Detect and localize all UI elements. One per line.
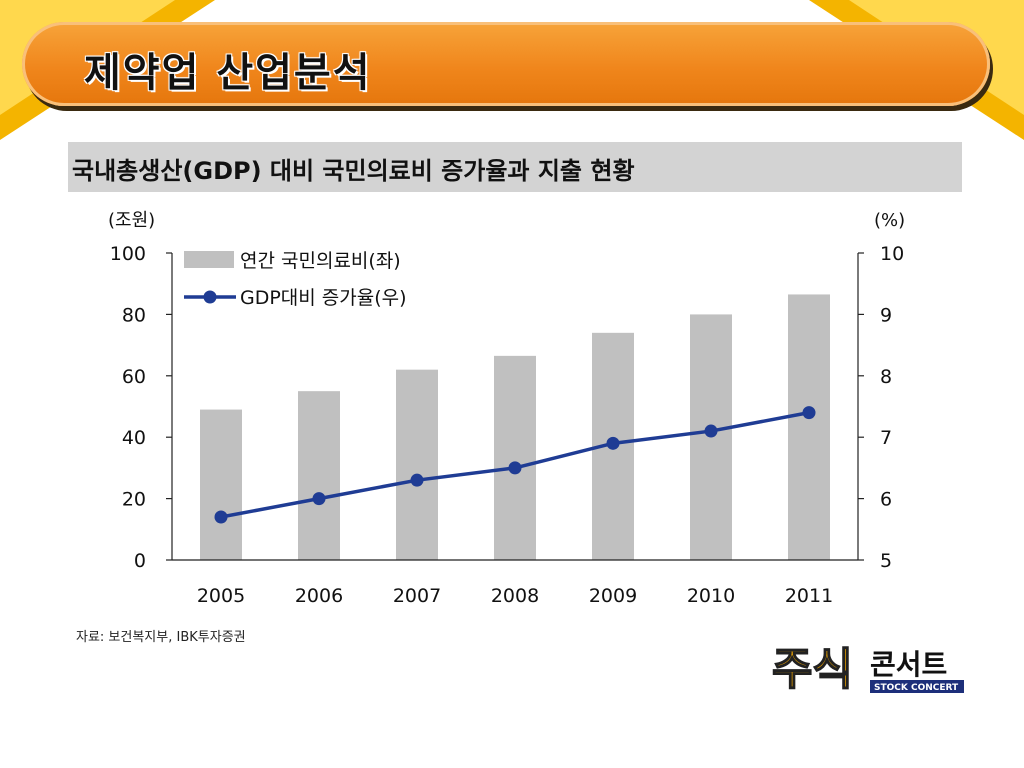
- growth-rate-point-2011: [802, 406, 816, 420]
- logo-sub-korean: 콘서트: [870, 648, 947, 681]
- x-tick-label: 2008: [491, 585, 539, 607]
- x-tick-label: 2010: [687, 585, 735, 607]
- x-tick-label: 2009: [589, 585, 637, 607]
- right-axis-unit: (%): [874, 210, 905, 231]
- left-tick-label: 100: [110, 243, 146, 265]
- right-tick-label: 8: [880, 366, 892, 388]
- legend-swatch-bar: [184, 251, 234, 268]
- title-banner: [22, 22, 990, 106]
- logo-main-text: 주식: [772, 644, 853, 694]
- bar-2005: [200, 409, 242, 560]
- legend-label-line: GDP대비 증가율(우): [240, 287, 407, 309]
- right-tick-label: 10: [880, 243, 904, 265]
- growth-rate-point-2009: [606, 436, 620, 450]
- right-tick-label: 9: [880, 304, 892, 326]
- legend-swatch-marker: [203, 290, 217, 304]
- x-tick-label: 2011: [785, 585, 833, 607]
- growth-rate-point-2008: [508, 461, 522, 475]
- bar-2011: [788, 294, 830, 560]
- legend: 연간 국민의료비(좌) GDP대비 증가율(우): [184, 250, 407, 309]
- x-tick-label: 2006: [295, 585, 343, 607]
- bar-2007: [396, 369, 438, 560]
- x-tick-label: 2007: [393, 585, 441, 607]
- slide-title: 제약업 산업분석: [84, 50, 372, 96]
- left-tick-label: 80: [122, 304, 146, 326]
- left-axis-unit: (조원): [108, 210, 155, 231]
- chart-header-bar: 국내총생산(GDP) 대비 국민의료비 증가율과 지출 현황: [68, 142, 962, 192]
- left-tick-label: 40: [122, 427, 146, 449]
- axes-layer: [166, 252, 864, 561]
- right-tick-label: 7: [880, 427, 892, 449]
- left-tick-label: 20: [122, 489, 146, 511]
- bars-layer: [200, 294, 830, 560]
- chart-title: 국내총생산(GDP) 대비 국민의료비 증가율과 지출 현황: [72, 157, 635, 185]
- legend-label-bar: 연간 국민의료비(좌): [240, 250, 401, 272]
- right-tick-label: 6: [880, 489, 892, 511]
- bar-2008: [494, 355, 536, 560]
- source-note: 자료: 보건복지부, IBK투자증권: [76, 630, 246, 645]
- logo-sub-band: [870, 680, 964, 693]
- bar-2006: [298, 391, 340, 560]
- logo-stock-concert: STOCK CONCERT: [874, 683, 959, 693]
- x-tick-label: 2005: [197, 585, 245, 607]
- stock-concert-logo: 주식 콘서트 STOCK CONCERT: [772, 644, 964, 694]
- labels-layer: 0 20 40 60 80 100 5 6 7 8 9 10 2005 2006 2007 2008 2009 2…: [108, 210, 905, 607]
- growth-rate-point-2007: [410, 473, 424, 487]
- line-layer: [214, 406, 816, 524]
- growth-rate-point-2010: [704, 424, 718, 438]
- left-tick-label: 0: [134, 550, 146, 572]
- growth-rate-point-2006: [312, 492, 326, 506]
- left-tick-label: 60: [122, 366, 146, 388]
- growth-rate-point-2005: [214, 510, 228, 524]
- right-tick-label: 5: [880, 550, 892, 572]
